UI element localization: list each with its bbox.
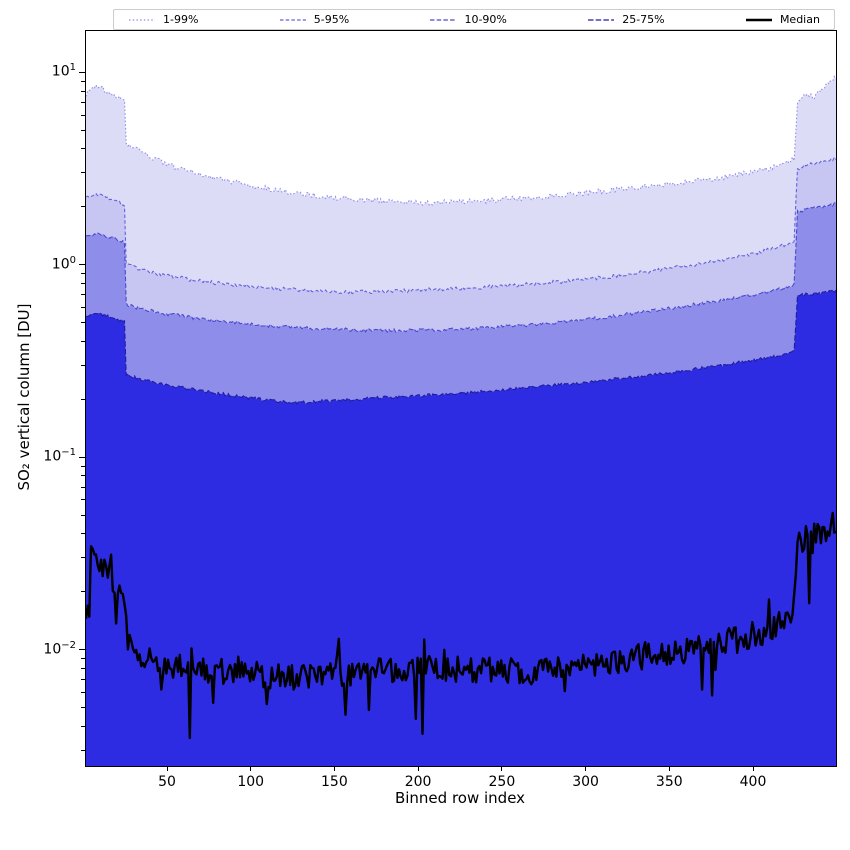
y-tick-mark [79, 649, 85, 651]
y-minor-tick-mark [81, 322, 85, 324]
median-line [86, 511, 836, 740]
x-tick-mark [668, 766, 670, 771]
y-minor-tick-mark [81, 499, 85, 501]
y-tick-label: 10−2 [43, 639, 76, 658]
y-minor-tick-mark [81, 148, 85, 150]
y-minor-tick-mark [81, 294, 85, 295]
y-minor-tick-mark [81, 306, 85, 308]
x-tick-label: 250 [488, 774, 516, 790]
y-minor-tick-mark [81, 340, 85, 342]
y-minor-tick-mark [81, 749, 85, 751]
x-tick-mark [501, 766, 503, 771]
chart-canvas [86, 75, 836, 766]
legend-line-sample-median-icon [745, 18, 772, 21]
legend-label-10-90: 10-90% [464, 13, 507, 26]
legend-line-sample-25-75-icon [588, 18, 615, 21]
x-tick-mark [752, 766, 754, 771]
legend: 1-99% 5-95% 10-90% 25-75% Median [113, 9, 835, 30]
band-edge-10-90 [86, 201, 836, 334]
y-minor-tick-mark [81, 657, 85, 659]
x-tick-label: 50 [158, 774, 176, 790]
y-minor-tick-mark [81, 172, 85, 174]
y-tick-mark [79, 264, 85, 266]
x-tick-label: 150 [321, 774, 348, 790]
x-tick-label: 350 [655, 774, 683, 790]
legend-item-median: Median [745, 13, 820, 26]
y-tick-label: 100 [51, 254, 76, 273]
y-minor-tick-mark [81, 514, 85, 516]
y-tick-mark [79, 456, 85, 458]
x-tick-mark [166, 766, 168, 771]
legend-line-sample-10-90-icon [430, 18, 457, 21]
legend-item-5-95: 5-95% [279, 13, 349, 26]
y-tick-label: 10−1 [43, 447, 76, 465]
y-minor-tick-mark [81, 486, 85, 488]
y-axis-label: SO₂ vertical column [DU] [15, 303, 33, 491]
legend-label-median: Median [779, 13, 820, 26]
y-minor-tick-mark [81, 707, 85, 708]
x-tick-label: 100 [237, 774, 265, 790]
x-tick-mark [333, 766, 335, 771]
x-tick-mark [417, 766, 419, 771]
y-minor-tick-mark [81, 398, 85, 400]
legend-line-sample-1-99-icon [129, 18, 155, 21]
legend-label-1-99: 1-99% [163, 13, 199, 26]
y-minor-tick-mark [81, 80, 85, 82]
y-minor-tick-mark [81, 206, 85, 208]
y-minor-tick-mark [81, 465, 85, 467]
y-minor-tick-mark [81, 101, 85, 103]
y-minor-tick-mark [81, 114, 85, 116]
legend-label-25-75: 25-75% [622, 13, 665, 26]
y-tick-label: 101 [51, 62, 76, 80]
x-tick-label: 400 [739, 774, 767, 790]
y-minor-tick-mark [81, 90, 85, 92]
x-tick-mark [250, 766, 252, 771]
plot-area [85, 30, 837, 767]
x-tick-mark [585, 766, 587, 771]
y-minor-tick-mark [81, 273, 85, 274]
y-minor-tick-mark [81, 667, 85, 669]
y-minor-tick-mark [81, 691, 85, 693]
x-tick-label: 300 [572, 774, 599, 790]
y-minor-tick-mark [81, 591, 85, 593]
legend-line-sample-5-95-icon [279, 18, 306, 21]
legend-item-1-99: 1-99% [128, 13, 198, 26]
y-minor-tick-mark [81, 678, 85, 680]
y-minor-tick-mark [81, 557, 85, 559]
x-axis-label: Binned row index [394, 789, 526, 807]
y-minor-tick-mark [81, 475, 85, 477]
band-edge-5-95 [86, 156, 836, 295]
y-minor-tick-mark [81, 725, 85, 727]
legend-item-25-75: 25-75% [587, 13, 665, 26]
y-minor-tick-mark [81, 364, 85, 366]
band-edge-25-75 [86, 289, 836, 405]
x-tick-label: 200 [404, 774, 432, 790]
legend-label-5-95: 5-95% [313, 13, 350, 26]
y-tick-mark [79, 71, 85, 73]
y-minor-tick-mark [81, 129, 85, 131]
y-minor-tick-mark [81, 533, 85, 535]
y-minor-tick-mark [81, 282, 85, 284]
legend-item-10-90: 10-90% [429, 13, 507, 26]
